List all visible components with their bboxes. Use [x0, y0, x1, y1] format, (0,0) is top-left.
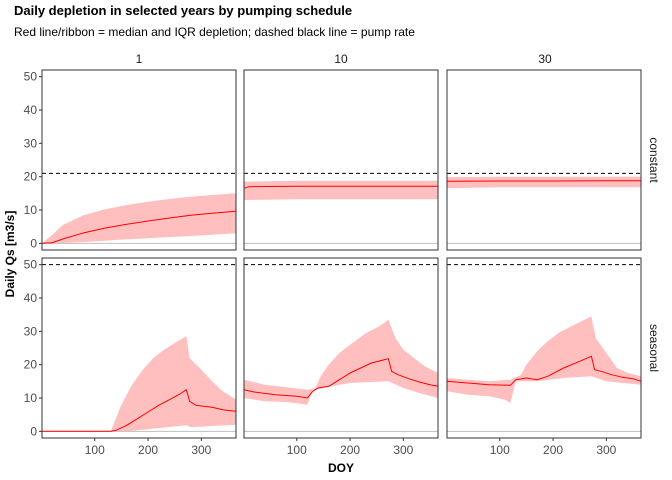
- panel-border: [41, 69, 237, 251]
- panel-border: [446, 69, 642, 251]
- strip-label-col-30: 30: [538, 52, 552, 66]
- strip-label-row-seasonal: seasonal: [647, 324, 661, 372]
- x-axis-label: DOY: [328, 461, 354, 475]
- strip-label-col-10: 10: [334, 52, 348, 66]
- y-tick-label: 20: [24, 358, 38, 372]
- x-tick-label: 100: [287, 443, 307, 457]
- panel-border: [446, 257, 642, 439]
- panel-seasonal-30: 100 200 300: [446, 257, 642, 457]
- y-tick-label: 20: [24, 170, 38, 184]
- panel-background: [244, 70, 438, 250]
- y-tick-label: 40: [24, 103, 38, 117]
- panel-background: [244, 258, 438, 438]
- panel-constant-30: [446, 69, 642, 251]
- panel-constant-10: [243, 69, 439, 251]
- y-tick-label: 50: [24, 70, 38, 84]
- median-line: [41, 210, 237, 244]
- y-tick-label: 30: [24, 324, 38, 338]
- strip-label-col-1: 1: [136, 52, 143, 66]
- iqr-ribbon: [447, 176, 641, 189]
- median-line: [243, 185, 438, 189]
- panel-border: [243, 69, 439, 251]
- iqr-ribbon: [244, 319, 438, 405]
- iqr-ribbon: [447, 316, 641, 403]
- x-tick-label: 100: [490, 443, 510, 457]
- y-tick-label: 10: [24, 391, 38, 405]
- median-line: [243, 358, 439, 399]
- x-tick-label: 300: [191, 443, 211, 457]
- x-tick-label: 100: [85, 443, 105, 457]
- panel-seasonal-1: 0 10 20 30 40 50 100 200 300: [24, 257, 237, 457]
- y-tick-label: 30: [24, 136, 38, 150]
- y-tick-label: 50: [24, 258, 38, 272]
- y-tick-label: 10: [24, 203, 38, 217]
- median-line: [446, 180, 641, 182]
- panel-constant-1: 0 10 20 30 40 50: [24, 69, 237, 251]
- panel-border: [243, 257, 439, 439]
- median-line: [42, 388, 237, 432]
- panel-border: [41, 257, 237, 439]
- panel-background: [447, 70, 641, 250]
- x-tick-label: 200: [138, 443, 158, 457]
- median-line: [446, 355, 642, 386]
- panel-grid: 0 10 20 30 40 50 0 10 20 30 40 50 100 200 300 100 200 300…: [24, 69, 642, 457]
- y-tick-label: 0: [30, 424, 37, 438]
- chart-subtitle: Red line/ribbon = median and IQR depleti…: [14, 25, 415, 39]
- x-tick-label: 200: [340, 443, 360, 457]
- y-tick-label: 40: [24, 291, 38, 305]
- chart-title: Daily depletion in selected years by pum…: [14, 3, 352, 18]
- x-tick-label: 300: [393, 443, 413, 457]
- x-tick-label: 200: [543, 443, 563, 457]
- x-tick-label: 300: [596, 443, 616, 457]
- strip-label-row-constant: constant: [647, 137, 661, 183]
- iqr-ribbon: [42, 336, 236, 432]
- iqr-ribbon: [244, 180, 438, 200]
- panel-seasonal-10: 100 200 300: [243, 257, 439, 457]
- y-tick-label: 0: [30, 236, 37, 250]
- y-axis-label: Daily Qs [m3/s]: [3, 211, 17, 298]
